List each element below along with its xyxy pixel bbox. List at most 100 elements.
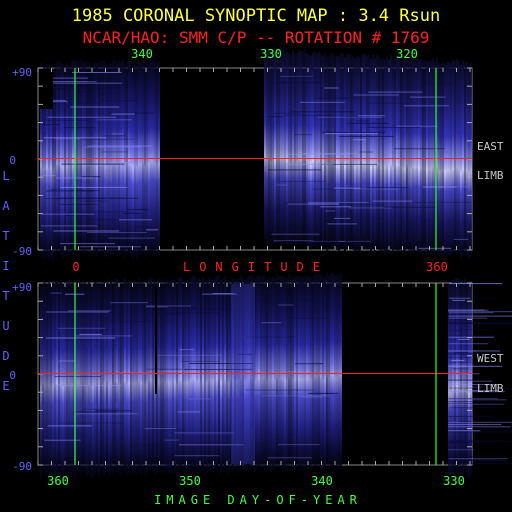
heatmap-column (470, 280, 472, 475)
west-y-tick-plus90: +90 (12, 281, 32, 294)
heatmap-column (468, 283, 470, 478)
heatmap-column (470, 62, 472, 257)
heatmap-column (116, 278, 118, 473)
heatmap-column (306, 275, 308, 470)
heatmap-streak (311, 188, 382, 190)
heatmap-column (372, 54, 374, 249)
heatmap-column (316, 53, 318, 248)
heatmap-streak (448, 380, 493, 382)
heatmap-streak (452, 440, 465, 442)
heatmap-streak (179, 444, 244, 446)
heatmap-column (382, 58, 384, 253)
heatmap-column (460, 64, 462, 259)
heatmap-column (98, 283, 100, 478)
heatmap-column (96, 62, 98, 257)
heatmap-column (336, 55, 338, 250)
heatmap-column (136, 64, 138, 259)
heatmap-column (78, 59, 80, 254)
top-axis-tick-320: 320 (396, 47, 418, 61)
heatmap-column (72, 60, 74, 255)
heatmap-column (206, 280, 208, 475)
heatmap-column (122, 59, 124, 254)
heatmap-column (312, 275, 314, 470)
heatmap-column (230, 275, 232, 470)
heatmap-streak (87, 81, 102, 83)
heatmap-column (44, 65, 46, 260)
heatmap-streak (54, 138, 81, 140)
heatmap-streak (53, 82, 123, 84)
heatmap-column (156, 62, 158, 257)
heatmap-column (210, 278, 212, 473)
heatmap-column (62, 64, 64, 259)
heatmap-streak (54, 376, 101, 377)
heatmap-column (302, 277, 304, 472)
heatmap-column (438, 63, 440, 258)
heatmap-streak (448, 379, 494, 381)
east-limb-label-top: EAST (477, 140, 504, 153)
heatmap-streak (325, 204, 385, 206)
longitude-tick-0: 0 (72, 260, 79, 274)
heatmap-streak (278, 304, 294, 306)
heatmap-column (342, 53, 344, 248)
heatmap-streak (245, 389, 314, 391)
heatmap-streak (47, 116, 117, 118)
heatmap-streak (451, 382, 463, 384)
heatmap-streak (267, 116, 283, 118)
heatmap-streak (448, 390, 499, 392)
heatmap-column (224, 275, 226, 470)
heatmap-streak (111, 113, 135, 115)
heatmap-column (90, 284, 92, 479)
heatmap-streak (359, 151, 373, 153)
heatmap-streak (40, 225, 98, 227)
top-axis-tick-330: 330 (260, 47, 282, 61)
heatmap-column (138, 278, 140, 473)
heatmap-streak (448, 315, 512, 317)
heatmap-streak (58, 360, 75, 362)
heatmap-column (392, 60, 394, 255)
heatmap-streak (72, 72, 122, 73)
heatmap-streak (124, 232, 142, 234)
heatmap-streak (79, 333, 102, 335)
doy-tick-340: 340 (311, 474, 333, 488)
heatmap-column (286, 278, 288, 473)
heatmap-streak (289, 317, 329, 319)
latitude-label-letter: D (2, 349, 9, 363)
heatmap-column (134, 280, 136, 475)
heatmap-streak (453, 238, 469, 240)
heatmap-streak (164, 313, 182, 315)
heatmap-streak (87, 145, 153, 147)
heatmap-streak (44, 439, 81, 441)
heatmap-column (110, 63, 112, 258)
west-y-tick-minus90: -90 (12, 460, 32, 473)
heatmap-streak (449, 297, 471, 299)
heatmap-streak (278, 444, 320, 446)
heatmap-column (246, 278, 248, 473)
heatmap-streak (100, 100, 137, 102)
heatmap-streak (70, 189, 84, 191)
heatmap-streak (174, 432, 235, 434)
heatmap-streak (47, 425, 92, 427)
heatmap-column (292, 278, 294, 473)
heatmap-column (212, 279, 214, 474)
heatmap-column (188, 280, 190, 475)
heatmap-streak (287, 76, 336, 78)
heatmap-column (174, 279, 176, 474)
heatmap-streak (349, 207, 392, 209)
heatmap-column (296, 52, 298, 247)
heatmap-column (216, 275, 218, 470)
heatmap-column (306, 52, 308, 247)
heatmap-streak (448, 335, 500, 337)
heatmap-streak (70, 106, 120, 108)
heatmap-column (320, 274, 322, 469)
heatmap-column (404, 59, 406, 254)
heatmap-column (126, 282, 128, 477)
heatmap-column (358, 56, 360, 251)
heatmap-column (146, 281, 148, 476)
heatmap-column (92, 283, 94, 478)
heatmap-streak (184, 368, 253, 370)
latitude-label-letter: U (2, 319, 9, 333)
heatmap-column (218, 275, 220, 470)
heatmap-streak (448, 462, 512, 464)
heatmap-streak (448, 431, 512, 433)
heatmap-column (94, 62, 96, 257)
